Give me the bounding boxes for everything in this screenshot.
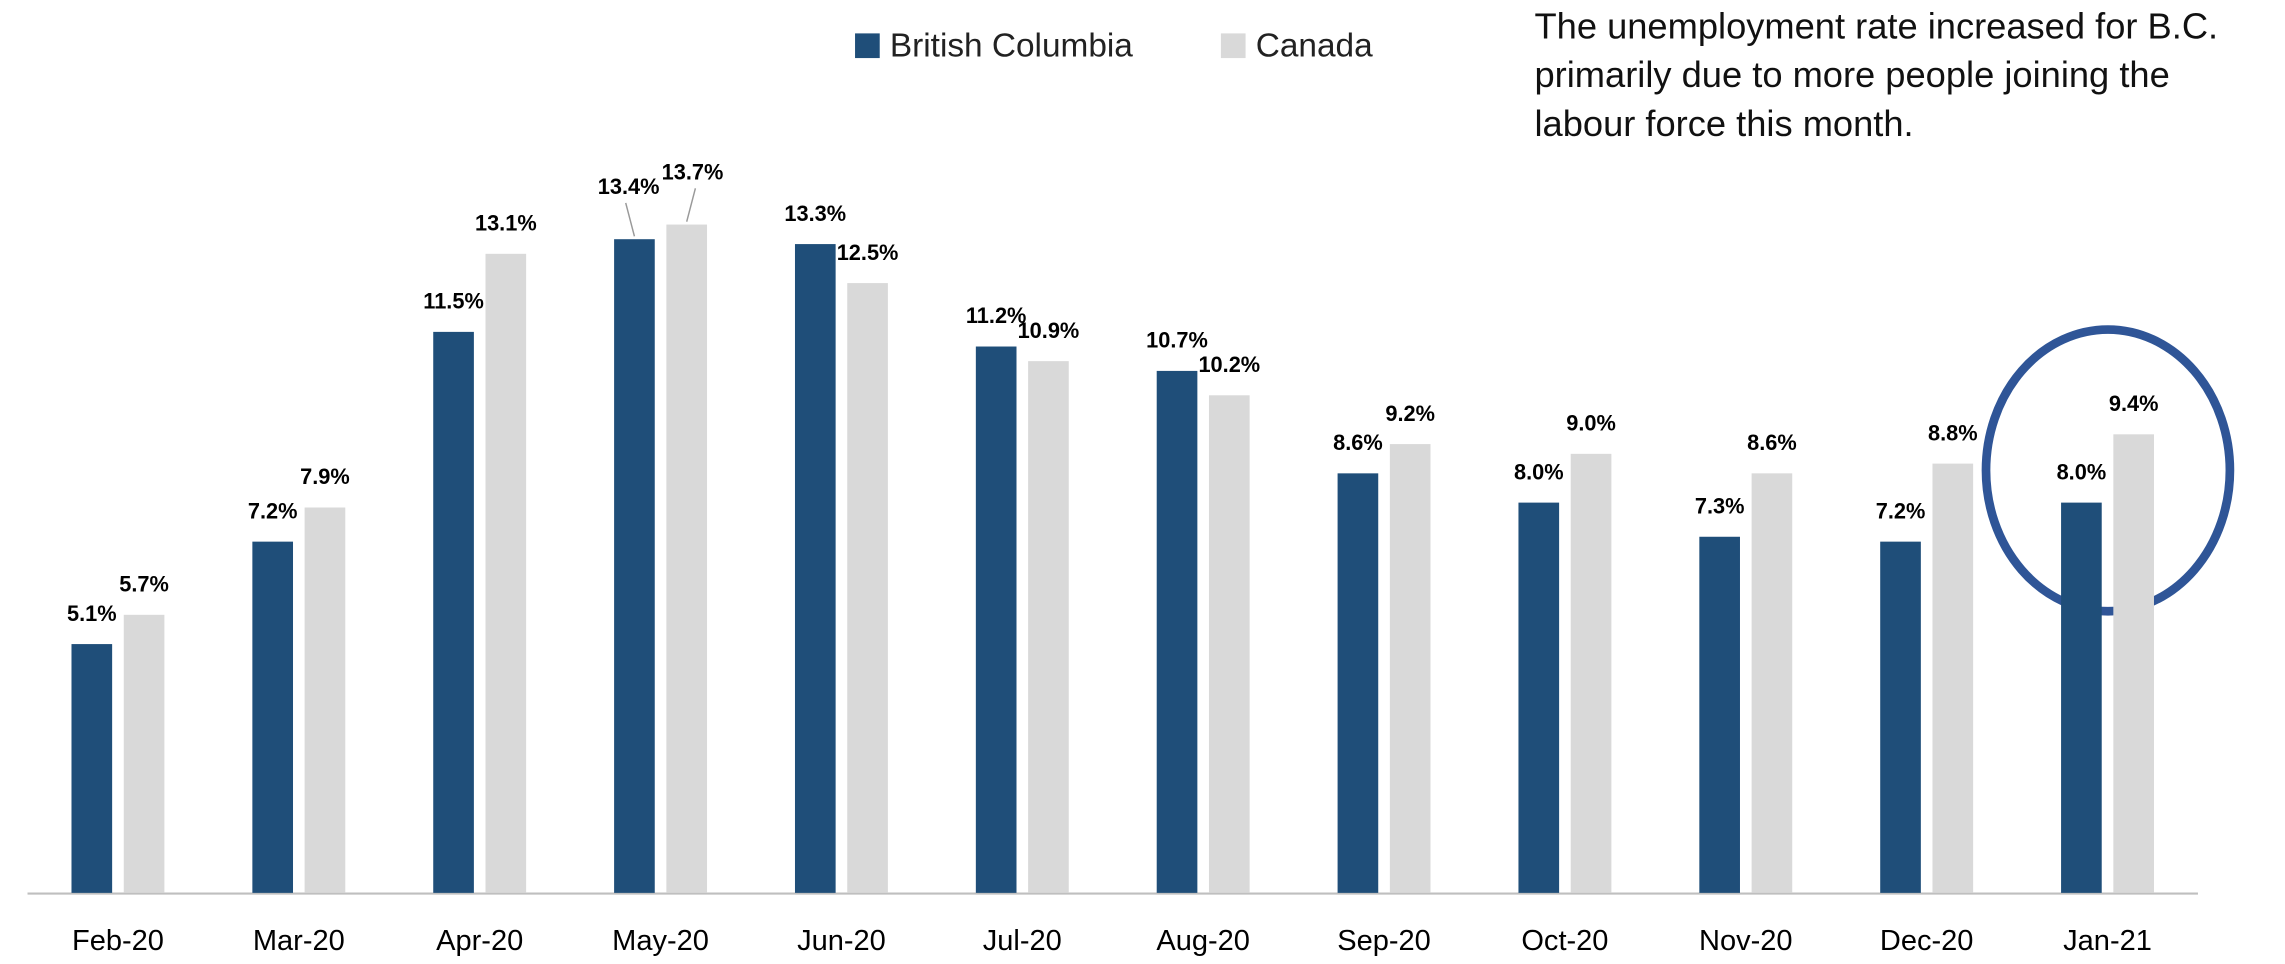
bar [1156,370,1198,893]
value-label: 7.3% [1695,493,1745,518]
value-label: 9.0% [1566,411,1616,436]
value-label: 5.7% [119,572,169,597]
legend-label: Canada [1256,28,1373,65]
x-tick-label: Oct-20 [1521,925,1608,957]
value-label: 11.5% [423,289,484,314]
value-label: 10.7% [1146,328,1208,353]
bar [304,507,346,893]
x-tick-label: Sep-20 [1337,925,1431,957]
value-label: 9.4% [2109,391,2159,416]
bar [433,331,474,893]
value-label: 9.2% [1385,401,1435,426]
bar [666,224,708,893]
leader-line [685,188,697,222]
annotation: The unemployment rate increased for B.C. [1534,6,2218,47]
value-label: 8.6% [1747,430,1797,455]
bar [1518,502,1560,893]
bar [123,614,165,893]
bar [1880,541,1921,893]
x-tick-label: Jun-20 [797,925,886,957]
bar [71,644,113,893]
value-label: 8.8% [1928,420,1978,445]
highlight-circle [1981,325,2235,616]
bar [614,239,655,893]
bar [1751,473,1793,893]
bar [1932,463,1974,893]
bar [485,253,527,893]
x-tick-label: Aug-20 [1156,925,1250,957]
leader-line [625,202,636,237]
value-label: 11.2% [966,303,1027,328]
x-tick-label: May-20 [612,925,709,957]
value-label: 13.1% [475,211,537,236]
bar [2061,502,2102,893]
value-label: 13.3% [784,201,846,226]
value-label: 10.9% [1018,318,1080,343]
x-tick-label: Dec-20 [1880,925,1974,957]
x-tick-label: Jul-20 [983,925,1062,957]
bar [794,244,836,893]
x-tick-label: Apr-20 [436,925,523,957]
value-label: 7.2% [1876,498,1926,523]
bar [1389,444,1431,893]
bar [975,346,1017,893]
bar [1699,536,1740,893]
annotation: labour force this month. [1534,103,1913,144]
bar [1208,395,1250,893]
legend-label: British Columbia [890,28,1133,65]
bar [847,283,888,893]
value-label: 8.0% [1514,459,1564,484]
x-tick-label: Jan-21 [2063,925,2152,957]
bar [1570,453,1612,893]
value-label: 13.4% [598,174,660,199]
value-label: 7.2% [248,498,298,523]
value-label: 7.9% [300,464,350,489]
annotation: primarily due to more people joining the [1534,54,2169,95]
value-label: 8.6% [1333,430,1383,455]
value-label: 8.0% [2057,459,2107,484]
value-label: 12.5% [837,240,899,265]
bar [1337,473,1379,893]
bar [1028,361,1069,893]
bar [2113,434,2154,893]
value-label: 10.2% [1198,352,1260,377]
x-tick-label: Feb-20 [72,925,164,957]
value-label: 13.7% [662,160,724,185]
value-label: 5.1% [67,601,117,626]
x-tick-label: Nov-20 [1699,925,1793,957]
bar [252,541,294,893]
legend-swatch [1220,33,1246,59]
legend-swatch [855,33,880,59]
x-tick-label: Mar-20 [253,925,345,957]
